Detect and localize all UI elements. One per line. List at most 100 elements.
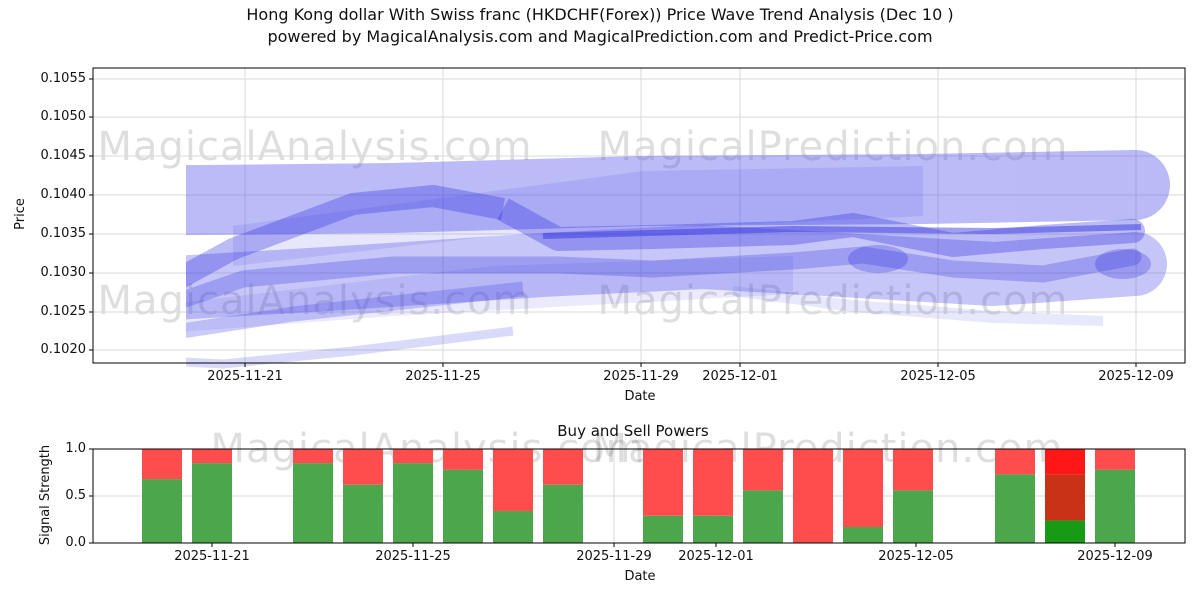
- band-path: [186, 281, 524, 338]
- sell-bar: [142, 449, 182, 480]
- band-path: [108, 93, 1139, 101]
- buy-bar: [192, 463, 232, 543]
- band-path: [186, 246, 1135, 308]
- price-wave-band: [186, 281, 524, 338]
- price-x-tick-label: 2025-11-21: [207, 369, 283, 384]
- watermark-text: MagicalAnalysis.com: [97, 278, 533, 324]
- price-x-tick-label: 2025-11-25: [405, 369, 481, 384]
- sell-bar: [343, 449, 383, 485]
- price-wave-band: [186, 225, 1167, 320]
- price-x-tick-label: 2025-12-05: [900, 369, 976, 384]
- price-y-tick-label: 0.1040: [40, 187, 87, 202]
- power-x-tick-label: 2025-12-05: [878, 549, 954, 564]
- watermark-text: MagicalPrediction.com: [597, 124, 1069, 170]
- buy-bar: [493, 511, 533, 543]
- price-y-tick-label: 0.1055: [40, 71, 87, 86]
- price-y-tick-label: 0.1025: [40, 304, 87, 319]
- buy-bar: [893, 490, 933, 543]
- power-xaxis-label: Date: [624, 569, 656, 584]
- sell-bar: [643, 449, 683, 516]
- buy-bar: [693, 515, 733, 543]
- sell-bar: [393, 449, 433, 464]
- band-path: [186, 185, 506, 288]
- sell-bar: [192, 449, 232, 464]
- sell-bar: [693, 449, 733, 516]
- band-round-cap: [1113, 75, 1165, 127]
- power-x-tick-label: 2025-11-29: [576, 549, 652, 564]
- band-round-cap: [1124, 248, 1142, 266]
- overlap-buy-bar: [1045, 520, 1085, 543]
- price-y-tick-label: 0.1045: [40, 148, 87, 163]
- watermark-text: MagicalPrediction.com: [597, 278, 1069, 324]
- sell-bar: [443, 449, 483, 470]
- band-path: [186, 326, 514, 369]
- buy-bar: [443, 469, 483, 543]
- band-path: [186, 150, 1136, 236]
- sell-bar: [893, 449, 933, 491]
- price-x-tick-label: 2025-11-29: [603, 369, 679, 384]
- sell-bar: [493, 449, 533, 512]
- price-x-tick-label: 2025-12-01: [702, 369, 778, 384]
- dark-wave-band: [497, 198, 1145, 257]
- plot-border: [92, 67, 1186, 364]
- sell-bar: [743, 449, 783, 491]
- band-path: [497, 198, 1134, 257]
- buy-bar: [643, 515, 683, 543]
- sell-bar: [1095, 449, 1135, 470]
- sell-bar: [543, 449, 583, 485]
- power-y-tick-label: 1.0: [65, 441, 86, 456]
- watermark-text: MagicalAnalysis.com: [97, 124, 533, 170]
- overlap-sell-bar: [1045, 474, 1085, 521]
- power-bars-layer: [142, 449, 1135, 543]
- band-round-cap: [1121, 219, 1145, 243]
- wave-knot: [848, 245, 908, 273]
- sell-bar: [293, 449, 333, 464]
- price-axis-label: Price: [13, 198, 28, 230]
- price-wave-layer: [108, 75, 1170, 369]
- price-y-tick-label: 0.1030: [40, 265, 87, 280]
- buy-bar: [343, 484, 383, 543]
- power-x-tick-label: 2025-12-01: [678, 549, 754, 564]
- price-wave-fan: [233, 166, 923, 266]
- sell-bar: [843, 449, 883, 528]
- buy-bar: [543, 484, 583, 543]
- band-round-cap: [1103, 232, 1167, 296]
- price-x-tick-label: 2025-12-09: [1098, 369, 1174, 384]
- price-y-tick-label: 0.1020: [40, 342, 87, 357]
- dark-wave-band: [186, 185, 506, 288]
- power-x-tick-label: 2025-11-21: [174, 549, 250, 564]
- price-wave-band: [108, 75, 1165, 127]
- power-x-tick-label: 2025-12-09: [1077, 549, 1153, 564]
- band-round-cap: [1100, 150, 1170, 220]
- price-wave-band: [186, 150, 1170, 236]
- price-wave-fan: [186, 256, 793, 332]
- power-y-tick-label: 0.0: [65, 535, 86, 550]
- dark-wave-band: [186, 246, 1142, 308]
- sell-bar: [793, 449, 833, 543]
- figure-title: Hong Kong dollar With Swiss franc (HKDCH…: [246, 5, 954, 24]
- wave-knot: [116, 284, 160, 316]
- price-y-tick-label: 0.1050: [40, 109, 87, 124]
- buy-bar: [995, 474, 1035, 543]
- price-wave-fan: [733, 286, 1103, 326]
- wave-knot: [1095, 249, 1151, 279]
- buy-bar: [393, 463, 433, 543]
- price-wave-band: [186, 326, 514, 369]
- sell-bar: [995, 449, 1035, 475]
- buy-bar: [142, 479, 182, 543]
- buy-bar: [293, 463, 333, 543]
- price-y-tick-label: 0.1035: [40, 226, 87, 241]
- price-xaxis-label: Date: [624, 389, 656, 404]
- band-path: [542, 224, 1142, 239]
- overlap-sell-bar-top: [1045, 449, 1085, 475]
- figure-subtitle: powered by MagicalAnalysis.com and Magic…: [267, 27, 933, 46]
- dark-wave-band: [542, 224, 1142, 239]
- buy-bar: [843, 527, 883, 543]
- band-path: [186, 225, 1138, 320]
- power-chart-title: Buy and Sell Powers: [557, 422, 709, 440]
- buy-bar: [1095, 469, 1135, 543]
- power-y-tick-label: 0.5: [65, 488, 86, 503]
- power-x-tick-label: 2025-11-25: [375, 549, 451, 564]
